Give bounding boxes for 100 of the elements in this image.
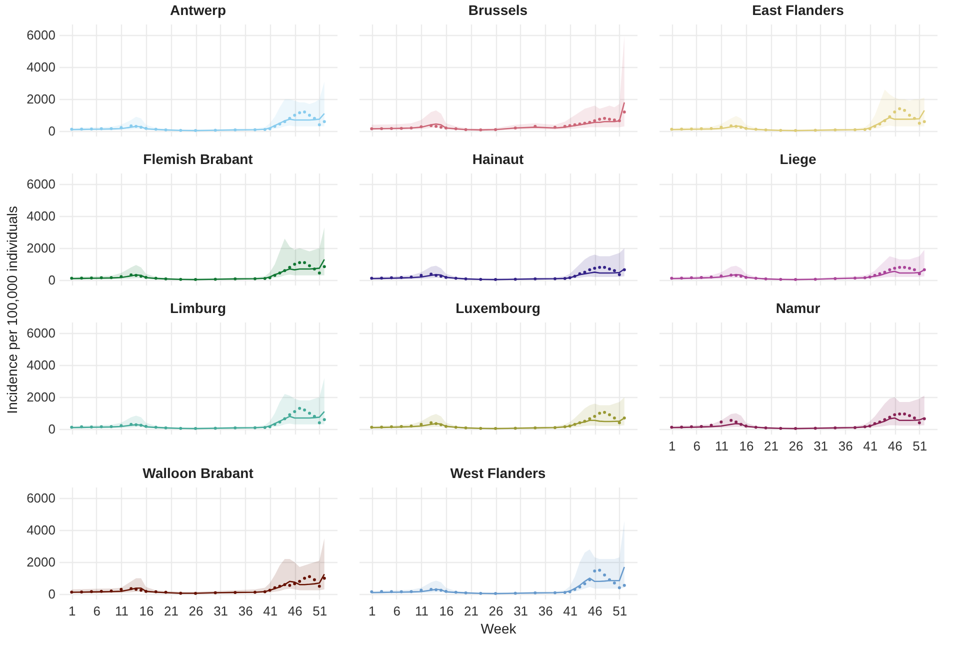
point <box>380 426 384 429</box>
point <box>568 590 572 594</box>
point <box>534 591 537 594</box>
point <box>583 270 586 274</box>
point <box>90 276 93 280</box>
point <box>380 127 384 130</box>
point <box>598 266 602 269</box>
point <box>130 273 133 276</box>
point <box>400 276 403 279</box>
x-tick-label: 46 <box>888 438 902 454</box>
x-tick-label: 46 <box>288 604 302 618</box>
point <box>612 582 616 584</box>
point <box>618 586 621 590</box>
point <box>434 274 438 277</box>
point <box>883 119 886 122</box>
point <box>293 410 296 414</box>
point <box>710 126 713 130</box>
point <box>568 424 572 428</box>
point <box>90 425 93 428</box>
point <box>573 422 576 426</box>
point <box>730 418 733 422</box>
point <box>834 426 837 430</box>
point <box>283 269 286 272</box>
point <box>144 126 148 130</box>
point <box>144 276 148 279</box>
point <box>598 118 602 121</box>
chart-title: Antwerp <box>170 2 226 18</box>
point <box>234 426 237 430</box>
point <box>912 116 916 120</box>
point <box>430 124 433 128</box>
point <box>440 274 443 278</box>
point <box>898 266 902 269</box>
point <box>298 261 302 264</box>
point <box>288 584 292 587</box>
y-tick-label: 2000 <box>26 240 56 256</box>
point <box>464 277 468 280</box>
point <box>603 116 606 120</box>
point <box>234 590 237 594</box>
point <box>479 426 482 430</box>
point <box>754 426 758 429</box>
x-tick-label: 31 <box>214 604 228 618</box>
point <box>598 412 602 415</box>
point <box>90 127 93 130</box>
point <box>514 126 517 130</box>
y-tick-label: 6000 <box>26 28 56 43</box>
y-tick-label: 0 <box>48 586 56 602</box>
point <box>873 124 876 128</box>
point <box>164 590 168 594</box>
point <box>834 128 837 132</box>
point <box>690 276 693 280</box>
point <box>588 417 592 420</box>
point <box>410 276 413 278</box>
y-axis-title: Incidence per 100,000 individuals <box>4 206 21 414</box>
x-tick-label: 11 <box>114 604 128 618</box>
chart-title: Walloon Brabant <box>142 465 254 481</box>
chart-title: Liege <box>780 151 816 167</box>
point <box>553 591 556 594</box>
point <box>278 122 282 126</box>
point <box>593 414 596 418</box>
point <box>390 276 393 280</box>
point <box>612 269 616 272</box>
point <box>268 127 272 130</box>
point <box>273 586 276 590</box>
point <box>740 422 743 426</box>
point <box>670 426 674 429</box>
point <box>588 120 592 124</box>
point <box>303 576 306 580</box>
point <box>214 591 217 594</box>
x-tick-label: 6 <box>693 438 701 454</box>
point <box>534 277 537 280</box>
point <box>130 422 133 426</box>
chart-title: Namur <box>776 300 821 316</box>
x-tick-label: 36 <box>538 604 553 618</box>
point <box>273 422 276 426</box>
point <box>603 574 606 576</box>
point <box>700 127 703 130</box>
point <box>878 122 882 126</box>
point <box>380 276 384 280</box>
point <box>868 424 872 428</box>
point <box>234 128 237 132</box>
point <box>464 591 468 594</box>
point <box>420 588 423 592</box>
point <box>90 590 93 594</box>
point <box>370 590 374 594</box>
point <box>110 590 113 592</box>
point <box>908 266 911 270</box>
point <box>444 590 448 593</box>
point <box>700 424 703 428</box>
point <box>144 424 148 428</box>
point <box>622 416 626 420</box>
point <box>618 273 621 276</box>
point <box>303 110 306 114</box>
point <box>873 274 876 277</box>
point <box>670 276 674 280</box>
point <box>593 570 596 572</box>
point <box>622 110 626 114</box>
point <box>312 116 316 120</box>
point <box>278 420 282 424</box>
point <box>100 127 103 130</box>
point <box>740 274 743 278</box>
